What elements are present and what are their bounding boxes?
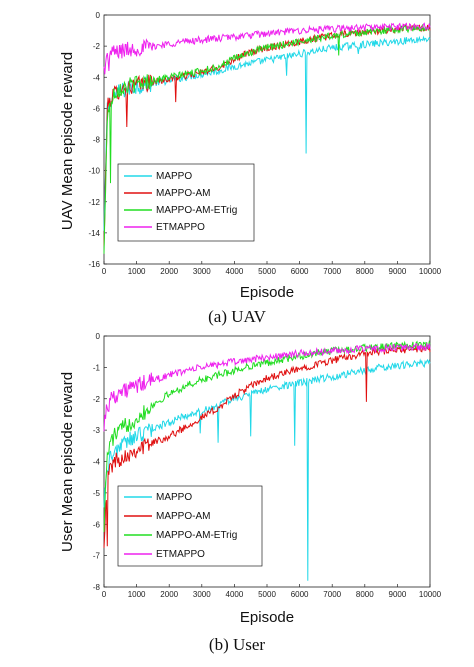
user-x-tick-label: 7000	[323, 590, 341, 599]
user-x-tick-label: 6000	[291, 590, 309, 599]
user-x-tick-label: 10000	[419, 590, 442, 599]
uav-series-0-line	[103, 35, 431, 231]
uav-legend-label-3: ETMAPPO	[156, 222, 205, 233]
uav-series-2-line	[103, 24, 431, 254]
uav-y-tick-label: -12	[88, 198, 100, 207]
uav-legend-box	[117, 163, 255, 242]
uav-axis-ticks: 0 1000 2000 3000 4000 5000 6000 7000 8000 9000 100…	[88, 11, 441, 276]
uav-x-tick-label: 10000	[419, 267, 442, 276]
user-legend: MAPPO MAPPO-AM MAPPO-AM-ETrig ETMAPPO	[117, 485, 263, 567]
user-caption: (b) User	[209, 635, 266, 654]
uav-legend-label-0: MAPPO	[156, 171, 192, 182]
chart-uav: 0 1000 2000 3000 4000 5000 6000 7000 8000 9000 100…	[59, 11, 442, 326]
uav-x-tick-label: 7000	[323, 267, 341, 276]
uav-x-tick-label: 5000	[258, 267, 276, 276]
user-x-tick-label: 4000	[226, 590, 244, 599]
uav-x-tick-label: 3000	[193, 267, 211, 276]
user-y-tick-label: -2	[93, 395, 101, 404]
uav-y-tick-label: -10	[88, 167, 100, 176]
uav-series-lines	[103, 22, 431, 254]
user-x-axis-label: Episode	[240, 609, 294, 626]
user-x-tick-label: 5000	[258, 590, 276, 599]
uav-y-tick-label: -2	[93, 42, 101, 51]
user-x-tick-label: 8000	[356, 590, 374, 599]
user-legend-label-1: MAPPO-AM	[156, 511, 210, 522]
user-series-0-line	[103, 358, 431, 581]
user-legend-box	[117, 485, 263, 567]
user-x-tick-label: 1000	[128, 590, 146, 599]
uav-x-tick-label: 4000	[226, 267, 244, 276]
user-legend-label-3: ETMAPPO	[156, 549, 205, 560]
uav-x-tick-label: 9000	[389, 267, 407, 276]
user-y-tick-label: -1	[93, 363, 101, 372]
user-x-tick-label: 2000	[160, 590, 178, 599]
user-series-2-line	[103, 340, 431, 533]
uav-legend: MAPPO MAPPO-AM MAPPO-AM-ETrig ETMAPPO	[117, 163, 255, 242]
uav-x-tick-label: 6000	[291, 267, 309, 276]
user-legend-label-2: MAPPO-AM-ETrig	[156, 530, 237, 541]
uav-y-tick-label: -14	[88, 229, 100, 238]
user-y-tick-label: -4	[93, 458, 101, 467]
user-x-tick-label: 9000	[389, 590, 407, 599]
user-y-tick-label: -5	[93, 489, 101, 498]
user-x-tick-label: 0	[102, 590, 107, 599]
user-series-lines	[103, 340, 431, 581]
uav-y-tick-label: -16	[88, 260, 100, 269]
uav-y-tick-label: -4	[93, 73, 101, 82]
uav-x-tick-label: 8000	[356, 267, 374, 276]
user-y-tick-label: -7	[93, 552, 101, 561]
uav-x-tick-label: 2000	[160, 267, 178, 276]
user-y-tick-label: -6	[93, 520, 101, 529]
uav-y-axis-label: UAV Mean episode reward	[59, 52, 76, 230]
uav-caption: (a) UAV	[208, 307, 266, 326]
user-series-3-line	[103, 342, 431, 432]
uav-y-tick-label: -6	[93, 104, 101, 113]
user-y-axis-label: User Mean episode reward	[59, 372, 76, 552]
user-legend-label-0: MAPPO	[156, 492, 192, 503]
user-y-tick-label: 0	[96, 332, 101, 341]
uav-x-axis-label: Episode	[240, 284, 294, 301]
chart-user: 0 1000 2000 3000 4000 5000 6000 7000 8000 9000 100…	[59, 332, 442, 654]
uav-legend-label-2: MAPPO-AM-ETrig	[156, 205, 237, 216]
uav-legend-label-1: MAPPO-AM	[156, 188, 210, 199]
uav-y-tick-label: -8	[93, 136, 101, 145]
uav-series-3-line	[103, 22, 431, 75]
user-y-tick-label: -3	[93, 426, 101, 435]
user-x-tick-label: 3000	[193, 590, 211, 599]
user-axis-ticks: 0 1000 2000 3000 4000 5000 6000 7000 8000 9000 100…	[93, 332, 442, 599]
uav-x-tick-label: 0	[102, 267, 107, 276]
uav-y-tick-label: 0	[96, 11, 101, 20]
user-y-tick-label: -8	[93, 583, 101, 592]
uav-x-tick-label: 1000	[128, 267, 146, 276]
